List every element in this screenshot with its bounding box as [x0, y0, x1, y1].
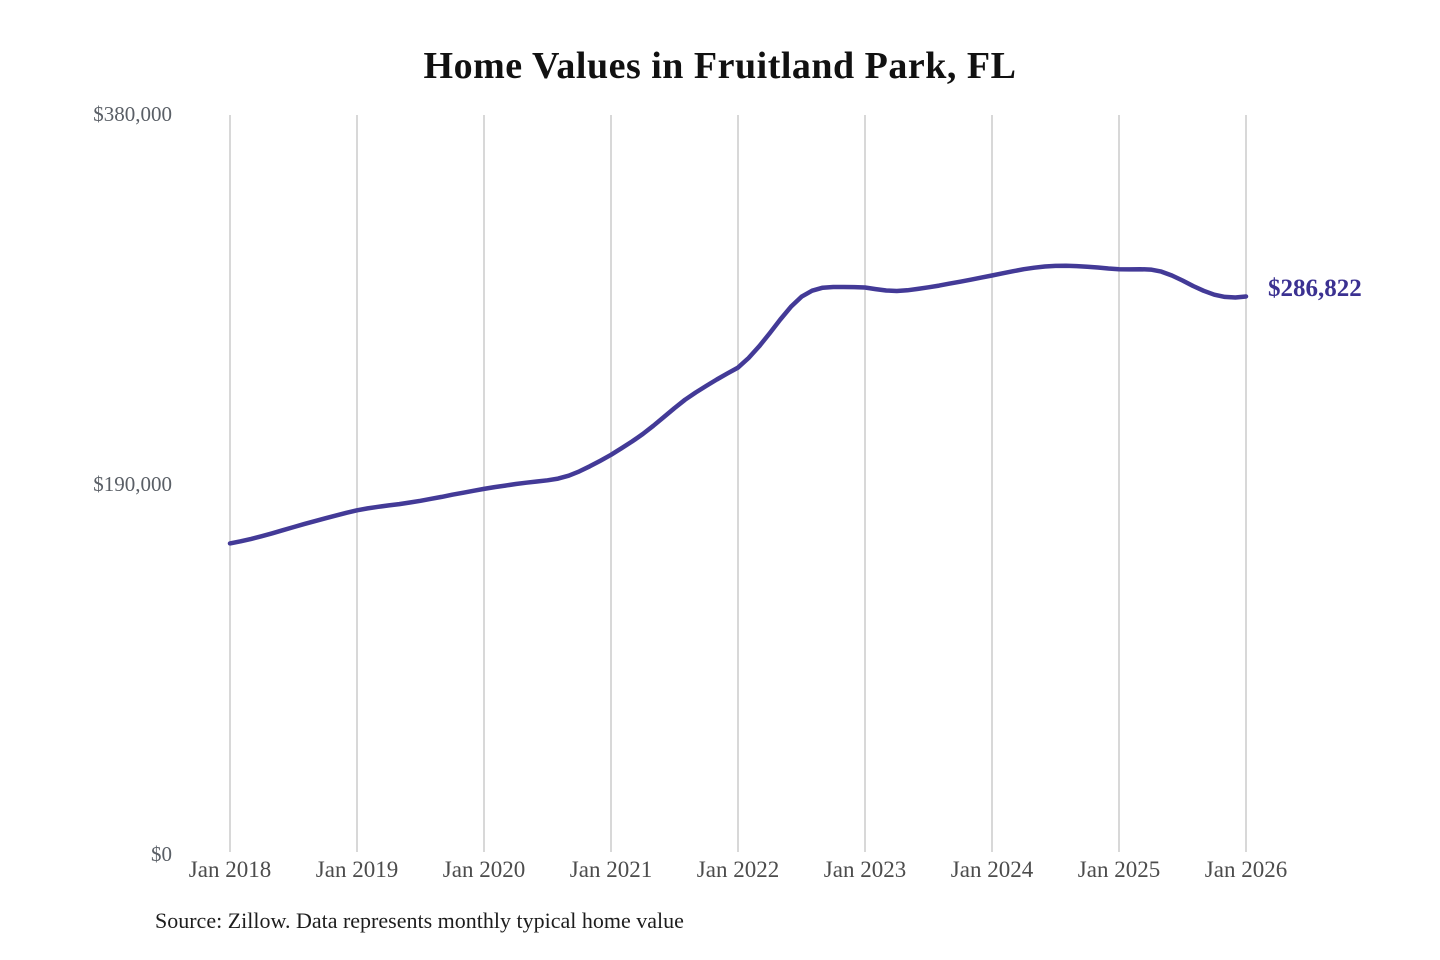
y-tick-label: $0 [151, 842, 172, 866]
x-tick-label: Jan 2020 [442, 857, 526, 882]
y-tick-label: $380,000 [93, 102, 172, 126]
x-tick-label: Jan 2019 [315, 857, 399, 882]
x-tick-label: Jan 2024 [950, 857, 1034, 882]
x-tick-label: Jan 2021 [569, 857, 653, 882]
y-tick-label: $190,000 [93, 472, 172, 496]
vertical-gridlines [229, 115, 1247, 852]
x-tick-label: Jan 2018 [188, 857, 272, 882]
x-tick-label: Jan 2022 [696, 857, 780, 882]
chart-title: Home Values in Fruitland Park, FL [423, 45, 1017, 87]
x-tick-label: Jan 2025 [1077, 857, 1161, 882]
source-note: Source: Zillow. Data represents monthly … [155, 908, 684, 933]
end-value-label: $286,822 [1268, 275, 1362, 303]
home-value-line [227, 263, 1249, 546]
y-axis-labels: $0 $190,000 $380,000 [0, 0, 172, 960]
x-tick-label: Jan 2023 [823, 857, 907, 882]
x-tick-label: Jan 2026 [1204, 857, 1288, 882]
